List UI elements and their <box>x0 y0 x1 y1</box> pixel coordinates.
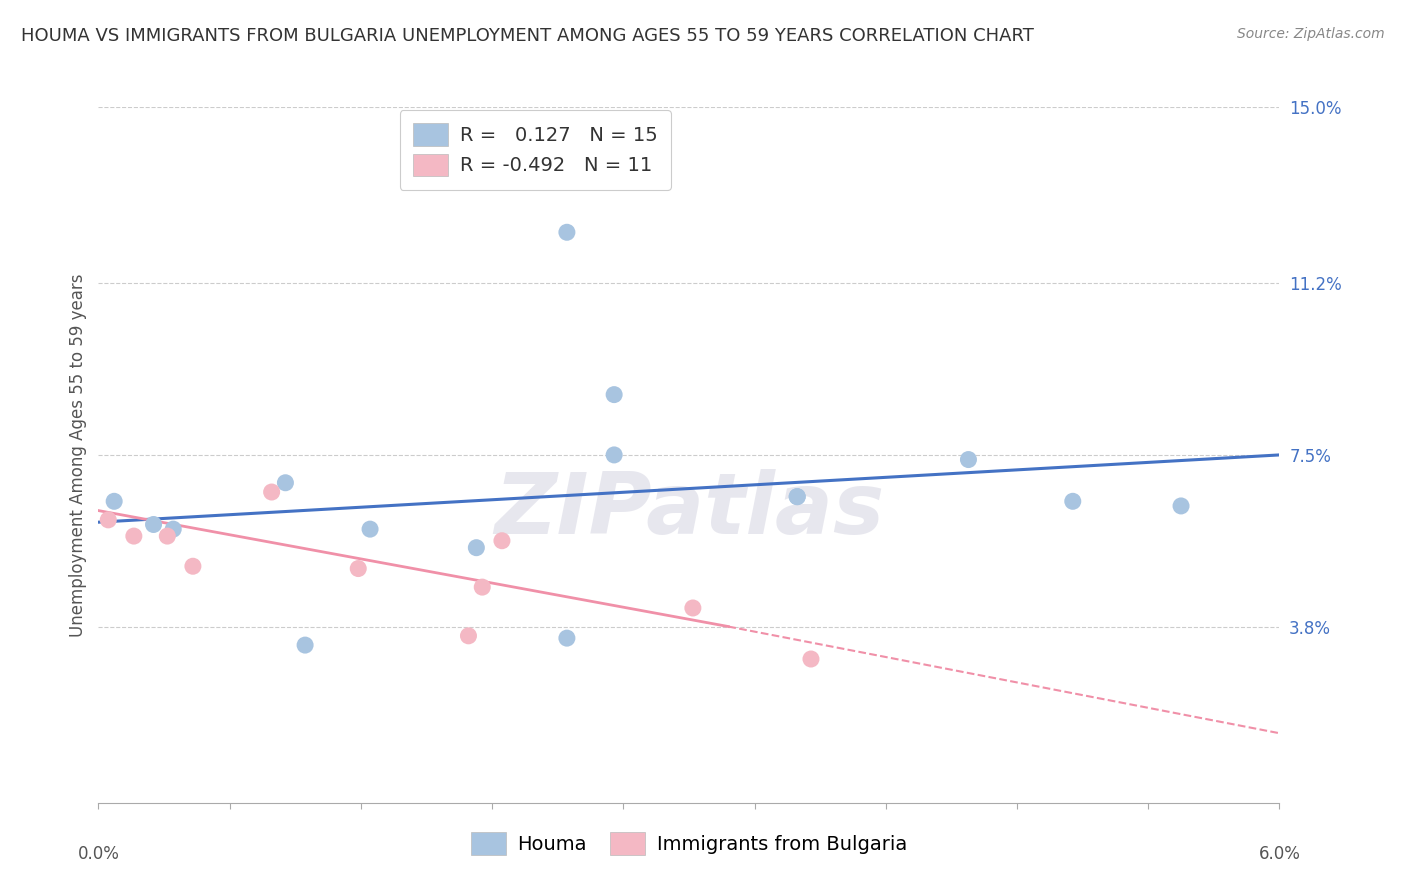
Point <box>682 601 704 615</box>
Point <box>1170 499 1192 513</box>
Point <box>359 522 381 536</box>
Point <box>457 629 479 643</box>
Point <box>181 559 204 574</box>
Text: 0.0%: 0.0% <box>77 845 120 863</box>
Y-axis label: Unemployment Among Ages 55 to 59 years: Unemployment Among Ages 55 to 59 years <box>69 273 87 637</box>
Point <box>294 638 316 652</box>
Point <box>471 580 494 594</box>
Text: Source: ZipAtlas.com: Source: ZipAtlas.com <box>1237 27 1385 41</box>
Point <box>603 387 626 401</box>
Text: ZIPatlas: ZIPatlas <box>494 469 884 552</box>
Point <box>103 494 125 508</box>
Point <box>465 541 488 555</box>
Point <box>274 475 297 490</box>
Legend: Houma, Immigrants from Bulgaria: Houma, Immigrants from Bulgaria <box>463 824 915 863</box>
Point <box>555 631 578 645</box>
Point <box>97 513 120 527</box>
Point <box>260 485 283 500</box>
Point <box>555 225 578 239</box>
Point <box>347 561 370 575</box>
Point <box>491 533 513 548</box>
Point <box>1062 494 1084 508</box>
Text: HOUMA VS IMMIGRANTS FROM BULGARIA UNEMPLOYMENT AMONG AGES 55 TO 59 YEARS CORRELA: HOUMA VS IMMIGRANTS FROM BULGARIA UNEMPL… <box>21 27 1033 45</box>
Text: 6.0%: 6.0% <box>1258 845 1301 863</box>
Point <box>122 529 145 543</box>
Point <box>162 522 184 536</box>
Point <box>156 529 179 543</box>
Point <box>800 652 823 666</box>
Point <box>957 452 980 467</box>
Point <box>603 448 626 462</box>
Point <box>142 517 165 532</box>
Point <box>786 490 808 504</box>
Point <box>786 490 808 504</box>
